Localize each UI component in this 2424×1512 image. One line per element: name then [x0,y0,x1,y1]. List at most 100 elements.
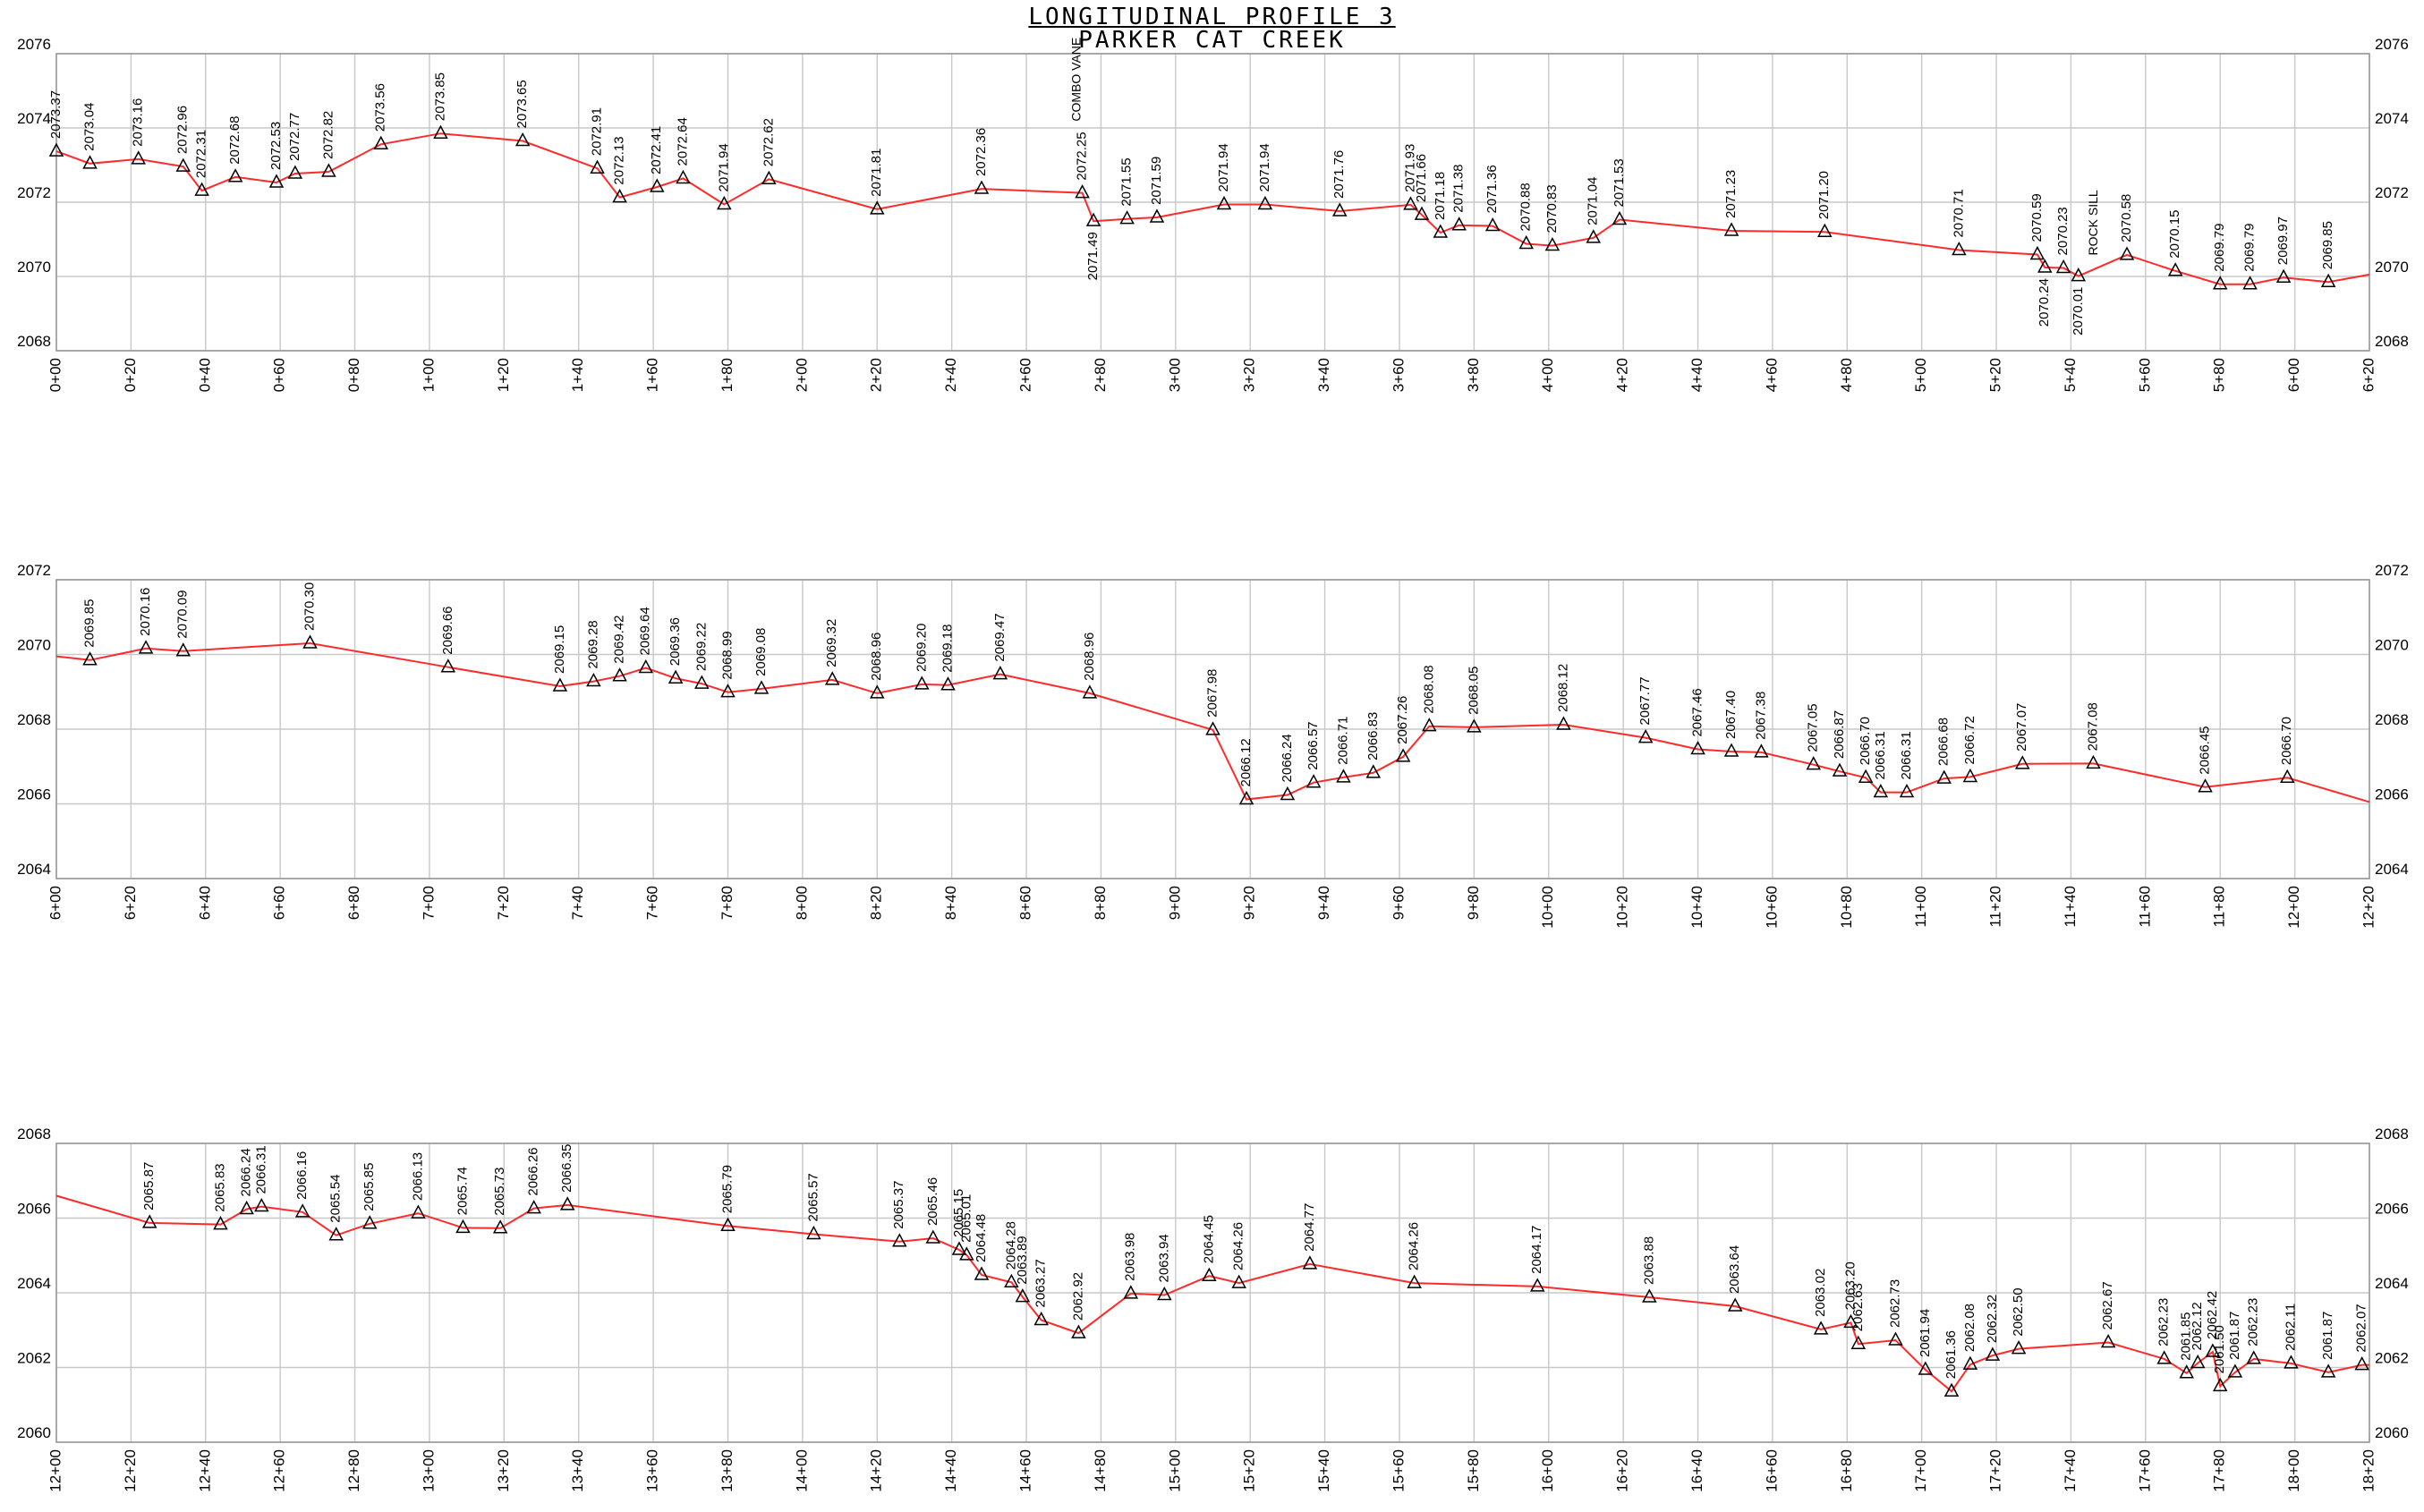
y-tick-label-right: 2066 [2375,1201,2409,1218]
x-tick-label: 6+40 [196,886,213,920]
elevation-label: 2069.47 [992,613,1008,661]
survey-point-marker [1004,1273,1019,1288]
elevation-label: 2062.08 [1962,1304,1977,1352]
elevation-label: 2070.24 [2037,278,2052,327]
x-tick-label: 2+20 [868,358,885,392]
survey-point-marker [925,1229,941,1244]
survey-point-marker [1414,206,1430,220]
elevation-label: 2064.28 [1003,1221,1018,1270]
survey-point-marker [1422,718,1437,732]
survey-point-marker [455,1219,471,1234]
x-tick-label: 16+80 [1838,1449,1855,1492]
survey-point-marker [1484,217,1501,232]
elevation-label: 2066.31 [1873,731,1888,779]
elevation-label: 2068.99 [719,631,735,679]
y-tick-label-left: 2072 [17,184,51,201]
elevation-label: 2064.26 [1407,1222,1422,1270]
x-tick-label: 10+40 [1688,886,1705,929]
x-tick-label: 12+20 [2360,886,2377,929]
survey-point-marker [1075,184,1090,199]
elevation-label: 2069.15 [552,625,567,674]
x-tick-label: 11+60 [2136,886,2153,927]
x-tick-label: 10+20 [1614,886,1631,929]
x-tick-label: 4+60 [1763,358,1780,392]
survey-point-marker [1888,1331,1903,1346]
x-tick-label: 0+40 [196,358,213,392]
survey-point-marker [2205,1343,2221,1357]
survey-point-marker [1943,1382,1960,1397]
y-tick-label-right: 2066 [2375,786,2409,803]
elevation-label: 2066.72 [1962,716,1977,764]
survey-point-marker [2029,245,2046,260]
x-tick-label: 17+80 [2211,1449,2228,1492]
survey-point-marker [328,1227,344,1241]
y-tick-label-right: 2064 [2375,861,2409,878]
chart-title: LONGITUDINAL PROFILE 3 [1028,4,1396,30]
survey-point-marker [694,675,710,689]
elevation-label: 2073.85 [432,72,447,121]
survey-point-marker [1280,786,1296,801]
x-tick-label: 14+40 [942,1449,959,1492]
x-tick-label: 8+20 [868,886,885,920]
survey-point-marker [2284,1355,2299,1369]
elevation-label: 2063.20 [1842,1261,1858,1310]
x-tick-label: 18+00 [2285,1449,2302,1492]
survey-point-marker [1403,196,1418,210]
elevation-label: 2067.98 [1204,669,1220,718]
survey-point-marker [870,200,885,215]
x-tick-label: 9+60 [1390,886,1407,920]
elevation-label: 2070.71 [1951,189,1966,237]
elevation-label: 2071.76 [1331,150,1347,199]
survey-point-marker [650,178,665,192]
x-tick-label: 5+20 [1987,358,2004,392]
x-tick-label: 18+20 [2360,1449,2377,1492]
elevation-label: 2066.16 [294,1151,310,1200]
elevation-label: 2070.23 [2055,207,2071,255]
survey-point-marker [753,680,770,694]
survey-point-marker [2227,1363,2243,1378]
survey-point-marker [2119,246,2135,260]
x-tick-label: 9+20 [1241,886,1258,920]
elevation-label: 2069.79 [2242,223,2258,271]
elevation-label: 2071.23 [1723,170,1739,218]
y-tick-label-left: 2070 [17,637,51,654]
elevation-label: 2071.36 [1484,165,1500,213]
elevation-label: 2071.94 [716,143,731,191]
survey-point-marker [361,1215,378,1229]
survey-point-marker [940,676,956,691]
x-tick-label: 1+00 [420,358,437,392]
elevation-label: 2069.32 [824,619,839,667]
elevation-label: 2066.31 [253,1145,268,1193]
elevation-label: 2071.59 [1149,157,1164,205]
elevation-label: 2062.42 [2205,1291,2220,1339]
y-tick-label-left: 2064 [17,861,51,878]
elevation-label: 2071.53 [1612,158,1627,207]
y-tick-label-left: 2070 [17,259,51,276]
survey-point-marker [138,640,154,654]
survey-point-marker [1586,229,1602,243]
elevation-label: 2071.20 [1816,171,1832,219]
elevation-label: 2067.08 [2085,702,2100,751]
x-tick-label: 3+20 [1241,358,1258,392]
survey-point-marker [2320,273,2336,287]
x-tick-label: 17+20 [1987,1449,2004,1492]
y-tick-label-left: 2076 [17,36,51,53]
elevation-label: 2062.73 [1887,1279,1902,1328]
y-tick-label-right: 2076 [2375,36,2409,53]
x-tick-label: 2+60 [1017,358,1034,392]
survey-point-marker [1451,217,1467,231]
x-tick-label: 1+60 [644,358,661,392]
x-tick-label: 15+40 [1315,1449,1332,1492]
survey-point-marker [131,150,146,165]
elevation-label: 2070.30 [302,582,317,631]
x-tick-label: 3+00 [1166,358,1183,392]
x-tick-label: 9+80 [1465,886,1482,920]
x-tick-label: 14+20 [868,1449,885,1492]
x-tick-label: 10+60 [1763,886,1780,929]
survey-point-marker [638,658,654,674]
survey-point-marker [1205,721,1221,735]
survey-point-marker [870,684,885,699]
survey-point-marker [2037,259,2053,273]
survey-point-marker [1952,241,1967,256]
y-tick-label-right: 2068 [2375,711,2409,728]
